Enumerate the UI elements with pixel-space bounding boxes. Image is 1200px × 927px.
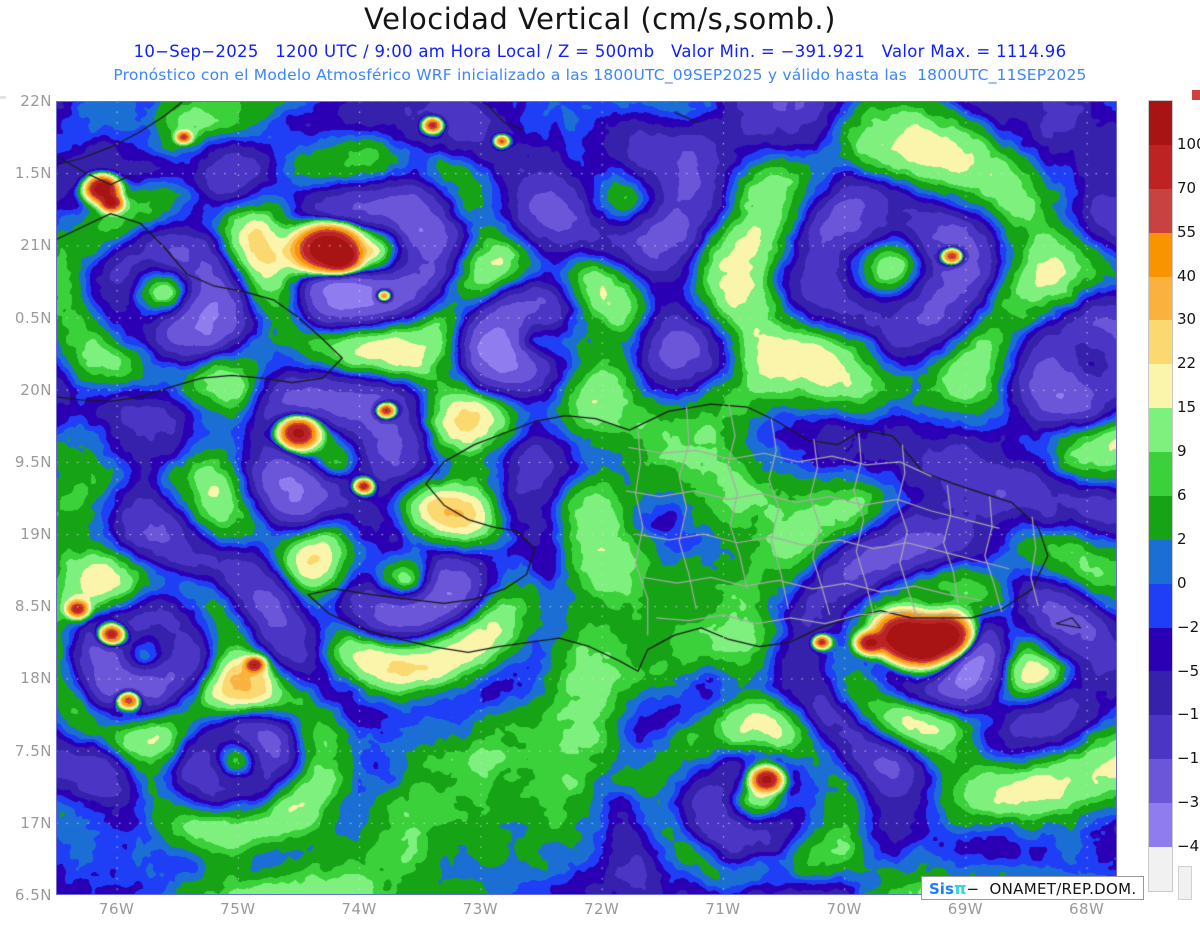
colorbar-tick: 2 <box>1177 529 1187 548</box>
logo-pi-icon: π <box>953 879 967 898</box>
subtitle-run-info: 10−Sep−2025 1200 UTC / 9:00 am Hora Loca… <box>133 42 1067 61</box>
lon-tick-label: 75W <box>220 900 256 918</box>
colorbar-band <box>1149 408 1172 452</box>
lon-tick-label: 73W <box>462 900 499 918</box>
colorbar-band <box>1149 232 1172 277</box>
colorbar-band <box>1149 671 1172 716</box>
colorbar-tick: 70 <box>1177 178 1197 197</box>
lon-tick-label: 72W <box>583 900 620 918</box>
colorbar-tick: 6 <box>1177 486 1187 504</box>
map-plot-area <box>56 101 1117 895</box>
lon-tick-label: 76W <box>98 900 135 918</box>
lon-tick-label: 70W <box>826 900 862 918</box>
colorbar-band <box>1149 144 1172 189</box>
colorbar-tick: −18 <box>1177 749 1200 768</box>
colorbar-tick: 100 <box>1177 134 1200 153</box>
lat-tick-label: 20N <box>20 380 52 399</box>
colorbar-tick: 30 <box>1177 310 1197 329</box>
agency-logo: Sis π − ONAMET/REP.DOM. <box>921 876 1145 900</box>
subtitle-model-info: Pronóstico con el Modelo Atmosférico WRF… <box>113 66 1087 84</box>
colorbar-tick: 0 <box>1177 573 1187 592</box>
colorbar-tick: 40 <box>1177 266 1197 285</box>
colorbar-band <box>1149 803 1172 847</box>
lat-tick-label: 0.5N <box>14 308 52 327</box>
lat-tick-label: 6.5N <box>14 886 52 904</box>
lat-tick-label: 21N <box>20 236 52 255</box>
colorbar-tick: −45 <box>1177 837 1200 856</box>
colorbar-band <box>1149 364 1172 409</box>
lon-tick-label: 69W <box>947 900 984 918</box>
colorbar-tick: 9 <box>1177 442 1187 461</box>
colorbar <box>1148 100 1173 892</box>
colorbar-tick: 22 <box>1177 354 1197 373</box>
colorbar-band <box>1149 276 1172 321</box>
colorbar-band <box>1149 715 1172 760</box>
colorbar-band <box>1149 188 1172 233</box>
colorbar-band <box>1149 495 1172 540</box>
colorbar-band <box>1149 320 1172 365</box>
lon-tick-label: 71W <box>705 900 741 918</box>
colorbar-band <box>1149 101 1172 145</box>
colorbar-tick: −10 <box>1177 705 1200 724</box>
lat-tick-label: 19N <box>20 525 52 544</box>
colorbar-band <box>1149 539 1172 584</box>
lat-tick-label: 17N <box>20 813 52 832</box>
colorbar-tick: −5 <box>1177 661 1200 680</box>
lat-tick-label: 8.5N <box>14 597 52 616</box>
lat-tick-label: 1.5N <box>14 164 52 183</box>
corner-artifact-top-right <box>1192 90 1200 100</box>
lon-tick-label: 74W <box>341 900 377 918</box>
lat-tick-label: 22N <box>20 92 52 110</box>
colorbar-band <box>1149 452 1172 496</box>
vertical-velocity-heatmap <box>56 101 1117 895</box>
page-title: Velocidad Vertical (cm/s,somb.) <box>364 2 836 36</box>
lat-tick-label: 7.5N <box>14 741 52 760</box>
lat-tick-label: 9.5N <box>14 452 52 471</box>
colorbar-band <box>1149 627 1172 672</box>
logo-brand-text: Sis <box>929 879 954 898</box>
colorbar-band <box>1149 759 1172 803</box>
scrollbar-thumb-artifact[interactable] <box>1178 866 1192 900</box>
corner-artifact-top-left <box>0 96 6 99</box>
colorbar-band <box>1149 846 1172 891</box>
colorbar-band <box>1149 583 1172 628</box>
colorbar-tick: −2 <box>1177 617 1200 636</box>
colorbar-tick: 55 <box>1177 222 1197 241</box>
lat-tick-label: 18N <box>20 669 52 688</box>
colorbar-tick: 15 <box>1177 398 1197 417</box>
lon-tick-label: 68W <box>1068 900 1105 918</box>
colorbar-tick: −30 <box>1177 793 1200 812</box>
logo-agency-text: − ONAMET/REP.DOM. <box>966 879 1137 898</box>
